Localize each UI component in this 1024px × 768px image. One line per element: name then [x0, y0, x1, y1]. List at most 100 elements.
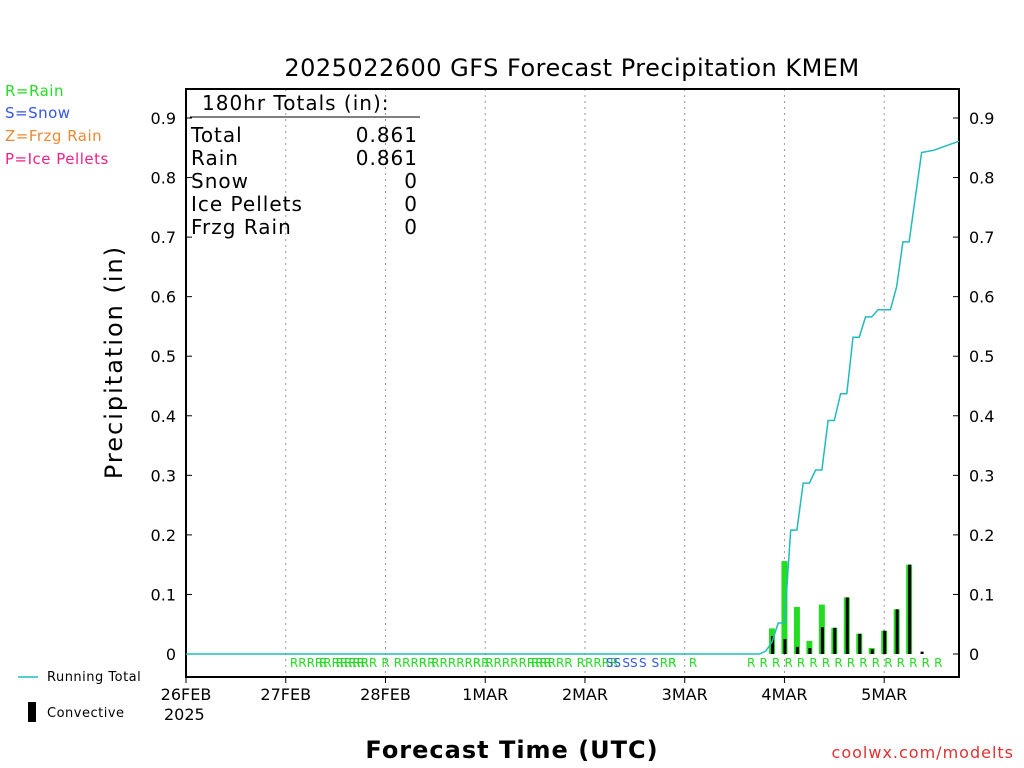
- precip-type-marker: RR: [660, 656, 677, 670]
- precip-type-marker: R: [934, 656, 942, 670]
- precip-type-marker: R: [922, 656, 930, 670]
- totals-heading: 180hr Totals (in):: [202, 91, 390, 115]
- precip-type-marker: RRRRRR: [431, 656, 481, 670]
- y-axis-label: Precipitation (in): [100, 245, 128, 479]
- x-tick-label: 4MAR: [761, 685, 807, 704]
- convective-bar: [920, 651, 924, 654]
- precip-type-marker: RRRRRR: [502, 656, 552, 670]
- y-tick-label-right: 0.2: [969, 526, 994, 545]
- precip-type-marker: R: [809, 656, 817, 670]
- x-tick-label: 26FEB: [161, 685, 212, 704]
- precip-type-marker: R: [760, 656, 768, 670]
- y-tick-label-right: 0: [969, 645, 979, 664]
- type-legend-snow: S=Snow: [5, 104, 71, 122]
- x-tick-label: 28FEB: [360, 685, 411, 704]
- precip-type-marker: R: [689, 656, 697, 670]
- convective-bar: [895, 609, 899, 654]
- totals-value-frzg-rain: 0: [404, 215, 418, 239]
- y-tick-label-left: 0.8: [151, 169, 176, 188]
- rain-bar: [793, 606, 800, 654]
- precip-type-marker: R: [897, 656, 905, 670]
- totals-value-snow: 0: [404, 169, 418, 193]
- totals-label-snow: Snow: [191, 169, 249, 193]
- totals-label-total: Total: [190, 123, 243, 147]
- totals-label-ice-pellets: Ice Pellets: [191, 192, 303, 216]
- convective-bar: [820, 627, 824, 654]
- precip-type-marker: RRRRR: [577, 656, 619, 670]
- totals-value-rain: 0.861: [356, 146, 418, 170]
- precip-type-marker: R: [847, 656, 855, 670]
- credit-link[interactable]: coolwx.com/modelts: [831, 743, 1014, 762]
- y-tick-label-right: 0.6: [969, 288, 994, 307]
- totals-label-rain: Rain: [191, 146, 239, 170]
- y-axis-right: 0 0.1 0.2 0.3 0.4 0.5 0.6 0.7 0.8 0.9: [953, 109, 994, 664]
- y-tick-label-left: 0.9: [151, 109, 176, 128]
- convective-bar: [808, 648, 812, 654]
- convective-legend-label: Convective: [47, 706, 125, 721]
- precip-type-marker: R: [834, 656, 842, 670]
- convective-bar: [908, 564, 912, 654]
- precip-type-marker: R: [772, 656, 780, 670]
- precip-type-marker: RRRRRRRRR: [290, 656, 365, 670]
- x-tick-label: 2MAR: [562, 685, 608, 704]
- convective-bar: [795, 646, 799, 654]
- x-tick-sublabel: 2025: [164, 705, 205, 724]
- running-total-legend-label: Running Total: [47, 670, 142, 685]
- precip-type-marker: R: [784, 656, 792, 670]
- type-legend-ice-pellets: P=Ice Pellets: [5, 150, 109, 168]
- y-tick-label-left: 0: [166, 645, 176, 664]
- y-tick-label-right: 0.3: [969, 466, 994, 485]
- precip-type-marker: SS: [622, 656, 637, 670]
- y-tick-label-right: 0.1: [969, 585, 994, 604]
- grid: [285, 89, 885, 677]
- rain-bar: [781, 561, 788, 654]
- x-tick-label: 3MAR: [662, 685, 708, 704]
- precip-type-marker: R: [797, 656, 805, 670]
- totals-value-ice-pellets: 0: [404, 192, 418, 216]
- precip-type-marker: RRRRR: [394, 656, 436, 670]
- totals-value-total: 0.861: [356, 123, 418, 147]
- plot-frame: [185, 88, 960, 678]
- y-tick-label-left: 0.5: [151, 347, 176, 366]
- precip-type-marker: R: [872, 656, 880, 670]
- precip-type-marker: RR: [473, 656, 490, 670]
- precip-type-marker: S: [639, 656, 647, 670]
- precip-type-marker: RR: [361, 656, 378, 670]
- running-total-line: [186, 140, 960, 655]
- precip-type-marker: R: [668, 656, 676, 670]
- precip-type-marker: R: [909, 656, 917, 670]
- convective-bar: [845, 597, 849, 654]
- convective-bar: [783, 639, 787, 654]
- precip-type-marker: RRRRR: [531, 656, 573, 670]
- y-tick-label-left: 0.7: [151, 228, 176, 247]
- precip-type-marker: R: [419, 656, 427, 670]
- y-axis-left: 0 0.1 0.2 0.3 0.4 0.5 0.6 0.7 0.8 0.9: [151, 109, 192, 664]
- totals-box: 180hr Totals (in): Total 0.861 Rain 0.86…: [190, 91, 420, 239]
- convective-bar: [833, 627, 837, 654]
- chart-title: 2025022600 GFS Forecast Precipitation KM…: [284, 54, 859, 82]
- x-tick-label: 1MAR: [462, 685, 508, 704]
- x-tick-label: 5MAR: [861, 685, 907, 704]
- y-tick-label-right: 0.7: [969, 228, 994, 247]
- convective-legend-swatch: [28, 702, 36, 722]
- precip-type-marker: RRRR: [336, 656, 369, 670]
- convective-bar: [858, 633, 862, 654]
- y-tick-label-right: 0.5: [969, 347, 994, 366]
- precip-type-marker: R: [822, 656, 830, 670]
- type-legend-rain: R=Rain: [5, 82, 64, 100]
- x-tick-label: 27FEB: [260, 685, 311, 704]
- convective-bar: [883, 630, 887, 654]
- precip-type-marker: R: [319, 656, 327, 670]
- y-tick-label-right: 0.8: [969, 169, 994, 188]
- precip-type-marker: R: [859, 656, 867, 670]
- convective-bar: [770, 636, 774, 654]
- bars: [768, 561, 924, 654]
- precip-type-marker: RR: [485, 656, 502, 670]
- y-tick-label-left: 0.2: [151, 526, 176, 545]
- precip-type-marker: R: [381, 656, 389, 670]
- y-tick-label-left: 0.1: [151, 585, 176, 604]
- y-tick-label-left: 0.6: [151, 288, 176, 307]
- convective-bar: [870, 649, 874, 654]
